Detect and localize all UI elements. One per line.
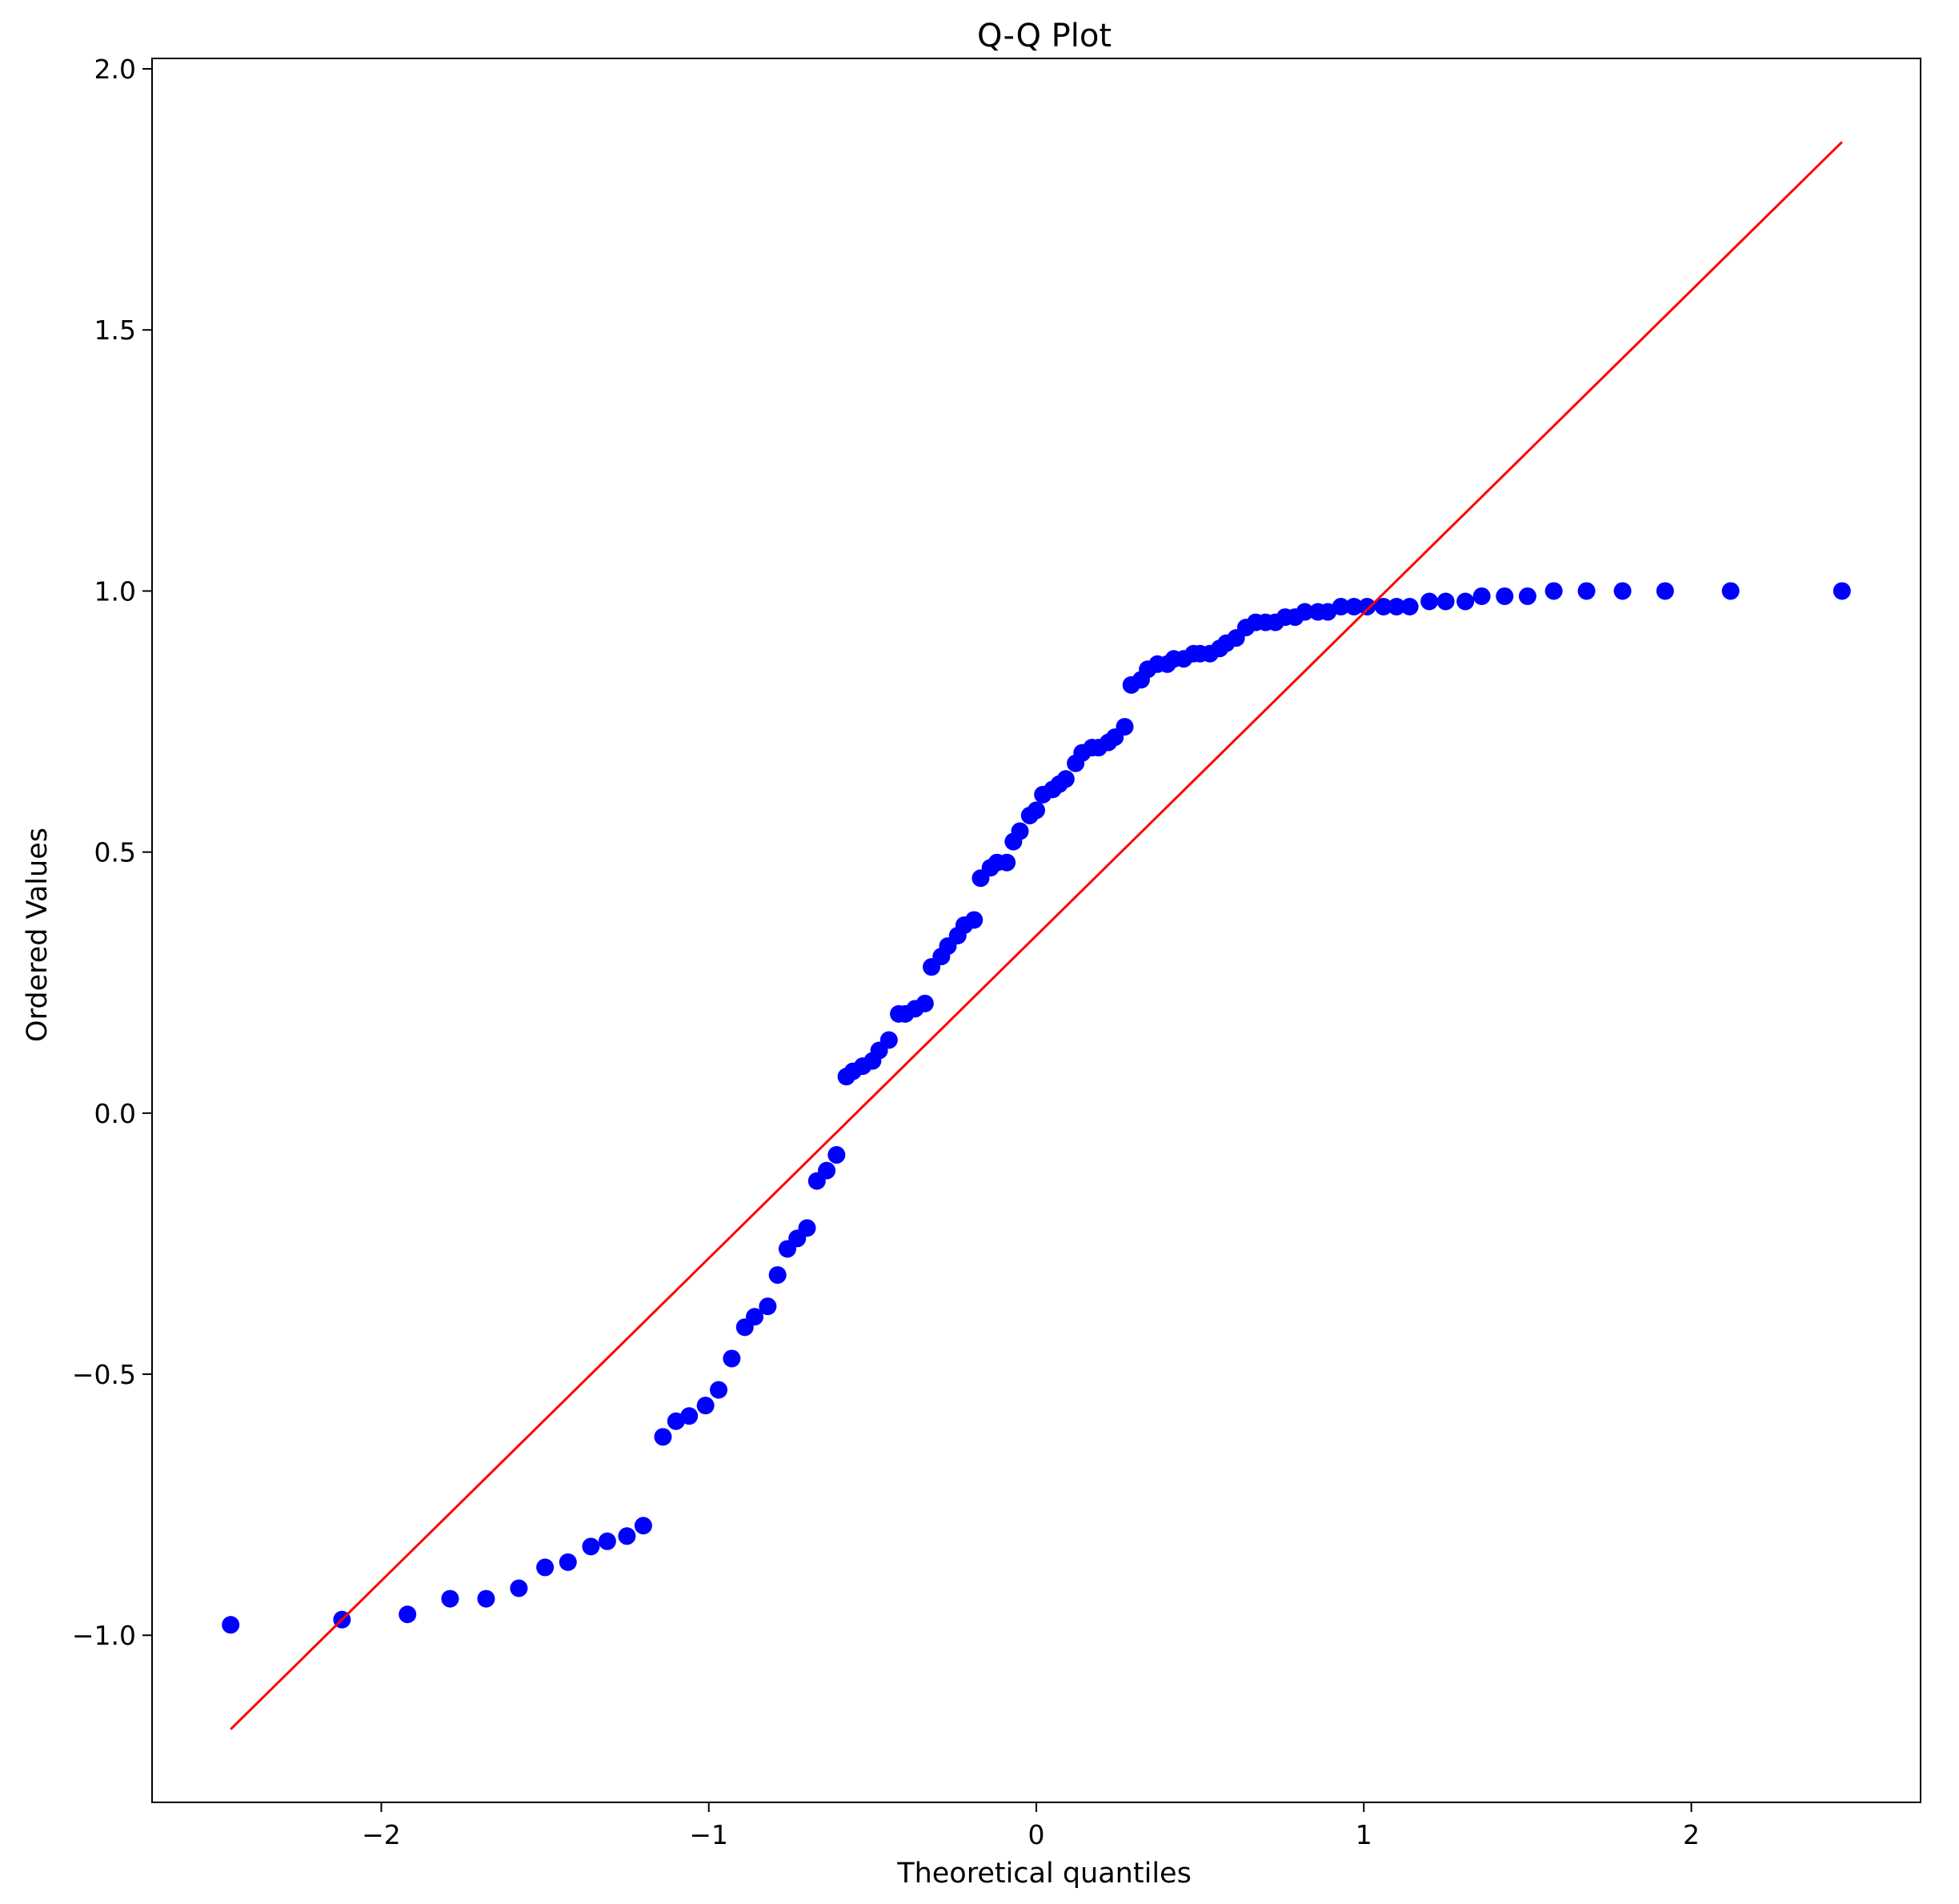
data-point xyxy=(1577,582,1596,600)
x-axis-label: Theoretical quantiles xyxy=(896,1858,1192,1890)
data-point xyxy=(1420,592,1439,611)
data-point xyxy=(1833,582,1851,600)
data-point xyxy=(634,1517,652,1535)
data-point xyxy=(1011,822,1029,840)
data-point xyxy=(768,1266,787,1285)
data-point xyxy=(1056,770,1075,788)
y-tick-label: 1.0 xyxy=(94,575,136,607)
x-tick-label: −1 xyxy=(689,1819,728,1850)
x-tick-label: 0 xyxy=(1028,1819,1045,1850)
data-point xyxy=(1332,598,1350,616)
data-point xyxy=(654,1428,672,1446)
y-tick-label: 2.0 xyxy=(94,54,136,85)
data-point xyxy=(618,1527,636,1545)
data-point xyxy=(696,1397,715,1415)
data-point xyxy=(582,1537,600,1556)
data-point xyxy=(1116,718,1134,736)
data-point xyxy=(510,1579,528,1597)
data-point xyxy=(915,994,934,1012)
reference-fit-line xyxy=(230,141,1843,1730)
data-point xyxy=(1358,598,1376,616)
data-point xyxy=(818,1161,836,1180)
y-axis-label: Ordered Values xyxy=(22,828,54,1042)
y-tick-label: −1.0 xyxy=(72,1620,136,1651)
data-point xyxy=(1374,598,1392,616)
data-point xyxy=(1388,598,1406,616)
data-point xyxy=(399,1605,417,1624)
x-tick-label: 2 xyxy=(1683,1819,1700,1850)
y-axis-ticks: −1.0 −0.5 0.0 0.5 1.0 1.5 2.0 xyxy=(72,54,152,1651)
data-point xyxy=(879,1031,898,1049)
data-point xyxy=(746,1308,764,1326)
plot-area xyxy=(222,141,1851,1730)
data-point xyxy=(1028,801,1045,820)
x-tick-label: 1 xyxy=(1356,1819,1372,1850)
x-tick-label: −2 xyxy=(362,1819,401,1850)
x-axis-ticks: −2 −1 0 1 2 xyxy=(362,1802,1700,1850)
data-point xyxy=(965,911,984,929)
plot-frame xyxy=(151,58,1921,1803)
data-point xyxy=(998,853,1016,872)
data-point xyxy=(1496,587,1514,605)
data-point xyxy=(1613,582,1632,600)
data-point xyxy=(222,1616,240,1634)
y-tick-label: 1.5 xyxy=(94,315,136,346)
chart-title: Q-Q Plot xyxy=(977,18,1112,54)
y-tick-label: 0.0 xyxy=(94,1098,136,1129)
data-point xyxy=(1544,582,1563,600)
data-point xyxy=(759,1297,777,1316)
data-point xyxy=(1721,582,1740,600)
data-point xyxy=(710,1381,728,1399)
data-point xyxy=(1456,592,1475,611)
data-point xyxy=(1400,598,1419,616)
data-point xyxy=(798,1219,816,1237)
data-point xyxy=(827,1146,846,1164)
data-point xyxy=(477,1589,495,1608)
data-point xyxy=(680,1407,699,1425)
data-point xyxy=(1296,603,1314,621)
data-point xyxy=(441,1589,459,1608)
data-point xyxy=(1656,582,1674,600)
data-point xyxy=(536,1558,555,1577)
data-point xyxy=(559,1553,577,1571)
data-point xyxy=(723,1349,741,1368)
y-tick-label: 0.5 xyxy=(94,837,136,868)
data-point xyxy=(1436,592,1455,611)
data-point xyxy=(598,1532,616,1550)
data-point xyxy=(1344,598,1363,616)
y-tick-label: −0.5 xyxy=(72,1359,136,1390)
data-point xyxy=(1472,587,1491,605)
data-point xyxy=(1518,587,1536,605)
